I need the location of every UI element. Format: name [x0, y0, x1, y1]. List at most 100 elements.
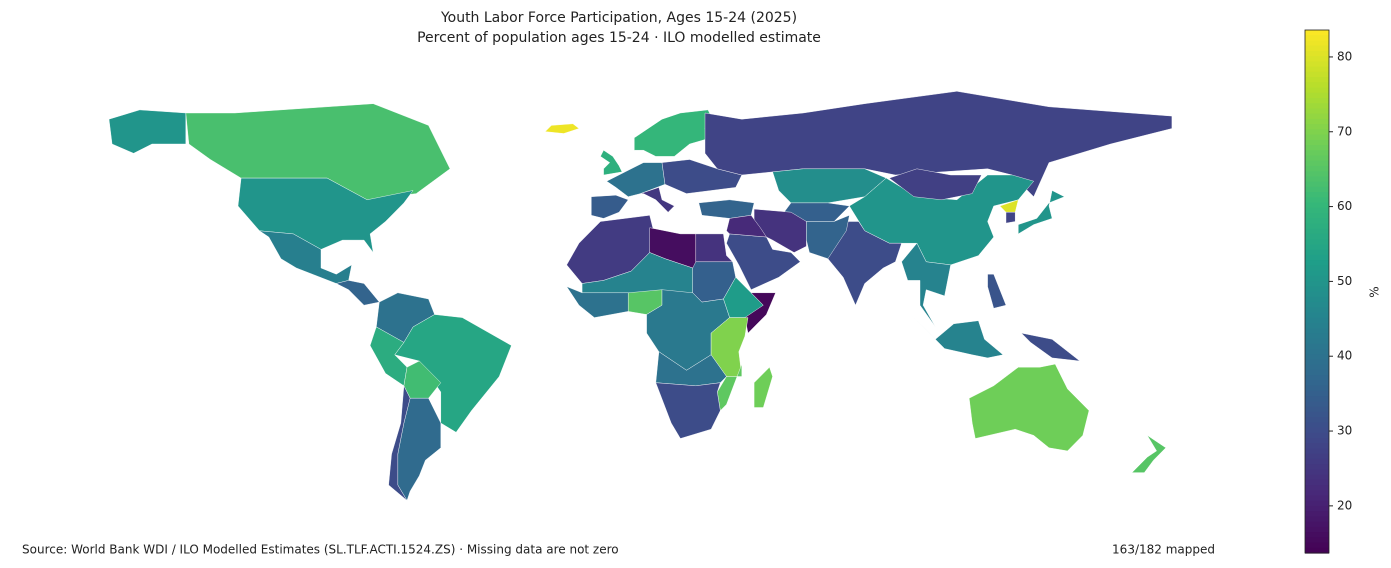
colorbar-segment	[1305, 401, 1329, 408]
colorbar-segment	[1305, 270, 1329, 277]
colorbar-segment	[1305, 453, 1329, 460]
colorbar-segment	[1305, 239, 1329, 246]
country	[544, 123, 580, 134]
colorbar-segment	[1305, 260, 1329, 266]
country	[634, 109, 712, 157]
colorbar-segment	[1305, 56, 1329, 62]
country	[1018, 190, 1065, 235]
colorbar-segment	[1305, 422, 1329, 429]
country	[806, 214, 850, 259]
colorbar-segment	[1305, 207, 1329, 214]
colorbar-segment	[1305, 281, 1329, 287]
colorbar-segment	[1305, 448, 1329, 455]
colorbar-segment	[1305, 375, 1329, 382]
colorbar-segment	[1305, 233, 1329, 240]
colorbar-segment	[1305, 432, 1329, 439]
colorbar-segment	[1305, 249, 1329, 256]
colorbar-tick-label: 60	[1337, 199, 1352, 213]
colorbar-segment	[1305, 291, 1329, 298]
colorbar-segment	[1305, 328, 1329, 334]
country	[335, 280, 380, 306]
colorbar-segment	[1305, 103, 1329, 110]
country	[695, 233, 734, 262]
colorbar-segment	[1305, 390, 1329, 397]
colorbar-segment	[1305, 286, 1329, 293]
country	[910, 314, 1004, 359]
country	[744, 292, 776, 334]
colorbar-segment	[1305, 505, 1329, 512]
colorbar-tick-label: 30	[1337, 424, 1352, 438]
colorbar-segment	[1305, 254, 1329, 261]
colorbar-segment	[1305, 542, 1329, 549]
colorbar-segment	[1305, 97, 1329, 104]
colorbar-segment	[1305, 417, 1329, 423]
chart-subtitle: Percent of population ages 15-24 · ILO m…	[417, 30, 821, 46]
colorbar-segment	[1305, 202, 1329, 209]
chart-title: Youth Labor Force Participation, Ages 15…	[440, 10, 797, 26]
country	[259, 230, 352, 284]
colorbar-segment	[1305, 359, 1329, 366]
country	[901, 242, 951, 328]
colorbar-segment	[1305, 406, 1329, 413]
colorbar-segment	[1305, 547, 1329, 554]
colorbar-segment	[1305, 464, 1329, 470]
colorbar-segment	[1305, 458, 1329, 465]
colorbar-segment	[1305, 307, 1329, 314]
colorbar-tick-label: 80	[1337, 49, 1352, 63]
colorbar-segment	[1305, 108, 1329, 115]
colorbar-segment	[1305, 485, 1329, 491]
colorbar-tick-label: 40	[1337, 349, 1352, 363]
colorbar-segment	[1305, 511, 1329, 517]
country	[108, 109, 186, 154]
colorbar-segment	[1305, 171, 1329, 178]
country	[987, 274, 1007, 309]
colorbar-segment	[1305, 124, 1329, 130]
colorbar-segment	[1305, 312, 1329, 319]
colorbar-segment	[1305, 275, 1329, 282]
map	[108, 91, 1173, 501]
country	[591, 194, 629, 219]
country	[388, 385, 411, 501]
country	[968, 363, 1090, 452]
country	[726, 215, 767, 238]
colorbar-segment	[1305, 113, 1329, 120]
country	[888, 168, 982, 201]
colorbar-segment	[1305, 521, 1329, 528]
colorbar-segment	[1305, 500, 1329, 507]
colorbar-segment	[1305, 92, 1329, 99]
colorbar-tick-label: 70	[1337, 124, 1352, 138]
colorbar-segment	[1305, 479, 1329, 486]
colorbar-segment	[1305, 165, 1329, 172]
colorbar-segment	[1305, 526, 1329, 533]
colorbar-segment	[1305, 176, 1329, 183]
colorbar-segment	[1305, 118, 1329, 125]
colorbar-segment	[1305, 532, 1329, 538]
colorbar-segment	[1305, 71, 1329, 78]
colorbar-segment	[1305, 369, 1329, 376]
colorbar-segment	[1305, 349, 1329, 355]
colorbar-segment	[1305, 66, 1329, 73]
country	[655, 382, 721, 439]
colorbar-segment	[1305, 134, 1329, 141]
colorbar-segment	[1305, 155, 1329, 162]
country	[661, 159, 743, 194]
country	[753, 366, 773, 408]
colorbar-segment	[1305, 301, 1329, 308]
colorbar-segment	[1305, 469, 1329, 476]
colorbar-segment	[1305, 228, 1329, 235]
colorbar-segment	[1305, 354, 1329, 361]
colorbar-segment	[1305, 343, 1329, 350]
colorbar-segment	[1305, 35, 1329, 42]
colorbar-segment	[1305, 516, 1329, 523]
colorbar-segment	[1305, 265, 1329, 272]
colorbar-segment	[1305, 437, 1329, 444]
country	[698, 199, 755, 219]
colorbar: 20 30 40 50 60 70 80	[1304, 29, 1352, 554]
colorbar-segment	[1305, 145, 1329, 151]
colorbar-segment	[1305, 197, 1329, 204]
country	[600, 149, 623, 176]
colorbar-segment	[1305, 139, 1329, 146]
colorbar-segment	[1305, 61, 1329, 68]
colorbar-segment	[1305, 150, 1329, 157]
